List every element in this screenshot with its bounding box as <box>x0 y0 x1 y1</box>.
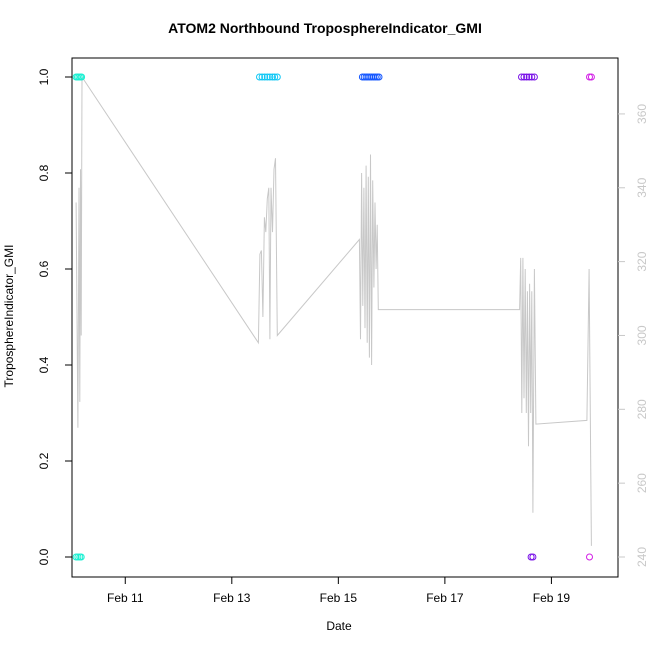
data-point <box>530 73 538 81</box>
y2-tick-label: 260 <box>635 473 649 493</box>
data-point <box>586 553 593 561</box>
data-point <box>77 553 85 561</box>
data-point <box>258 73 266 81</box>
x-tick-label: Feb 11 <box>107 591 144 605</box>
x-tick-label: Feb 15 <box>320 591 358 605</box>
data-point <box>518 73 525 81</box>
y2-tick-label: 320 <box>635 251 649 271</box>
data-point <box>587 73 595 81</box>
secondary-line-layer <box>75 75 592 546</box>
axes-layer: 0.0 0.2 0.4 0.6 0.8 1.0 240 260 280 300 320 340 360 F… <box>37 57 649 605</box>
y-tick-label: 0.4 <box>37 356 51 373</box>
data-point <box>375 73 383 81</box>
data-point <box>523 73 531 81</box>
data-point <box>371 73 379 81</box>
y-axis-label: TroposphereIndicator_GMI <box>2 244 16 388</box>
data-point <box>74 553 82 561</box>
plot-frame <box>71 57 619 578</box>
x-tick-label: Feb 13 <box>213 591 251 605</box>
chart-title: ATOM2 Northbound TroposphereIndicator_GM… <box>168 20 482 36</box>
y-tick-label: 0.0 <box>37 548 51 565</box>
x-tick-label: Feb 19 <box>533 591 571 605</box>
y2-tick-label: 360 <box>635 104 649 124</box>
points-layer <box>72 73 595 561</box>
data-point <box>528 73 536 81</box>
data-point <box>520 73 528 81</box>
y-tick-label: 0.2 <box>37 452 51 469</box>
y2-tick-label: 340 <box>635 177 649 197</box>
data-point <box>529 553 537 561</box>
y-tick-label: 0.6 <box>37 260 51 277</box>
data-point <box>586 73 593 81</box>
y2-tick-label: 240 <box>635 547 649 567</box>
data-point <box>261 73 269 81</box>
data-point <box>263 73 271 81</box>
data-point <box>273 73 281 81</box>
x-axis-label: Date <box>326 619 352 633</box>
data-point <box>271 73 279 81</box>
y2-tick-label: 280 <box>635 399 649 419</box>
y-tick-label: 0.8 <box>37 164 51 181</box>
data-point <box>256 73 263 81</box>
x-tick-label: Feb 17 <box>426 591 464 605</box>
data-point <box>78 73 86 81</box>
y2-tick-label: 300 <box>635 325 649 345</box>
data-point <box>269 73 276 81</box>
data-point <box>266 73 274 81</box>
y-tick-label: 1.0 <box>37 68 51 85</box>
secondary-series-line <box>75 75 592 546</box>
data-point <box>525 73 533 81</box>
